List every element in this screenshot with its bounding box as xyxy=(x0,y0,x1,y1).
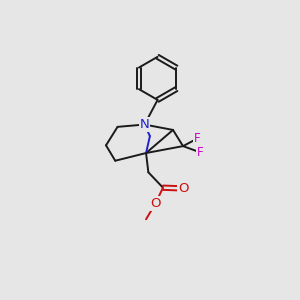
Text: F: F xyxy=(194,132,201,145)
Text: F: F xyxy=(196,146,203,159)
Text: O: O xyxy=(178,182,188,195)
Text: N: N xyxy=(140,118,149,131)
Text: N: N xyxy=(140,118,149,131)
Text: O: O xyxy=(150,197,160,210)
